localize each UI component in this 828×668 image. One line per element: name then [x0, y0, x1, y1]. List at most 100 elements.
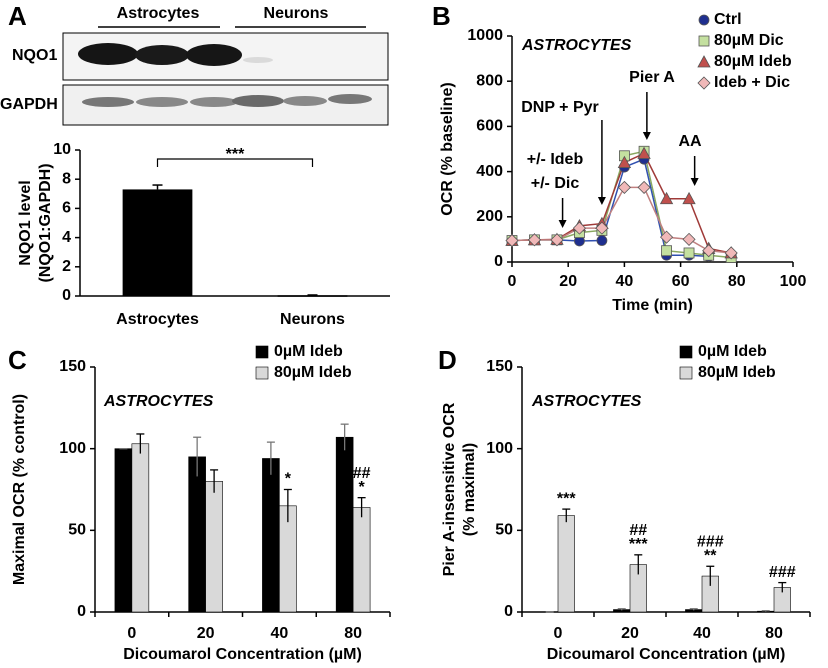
arrow-head	[690, 178, 699, 186]
y-tick-label: 50	[495, 522, 513, 539]
y-tick-label: 100	[59, 440, 86, 457]
band	[232, 95, 284, 107]
marker	[527, 233, 542, 247]
blot-group: Astrocytes	[117, 5, 200, 22]
significance-label: ***	[629, 536, 648, 553]
bar	[277, 295, 348, 297]
band	[190, 97, 238, 107]
legend-marker	[698, 14, 710, 26]
legend-label: Ctrl	[714, 11, 742, 28]
significance-bracket	[156, 158, 314, 167]
y-tick-label: 4	[62, 229, 71, 246]
legend-marker	[698, 35, 710, 47]
x-tick-label: 40	[693, 625, 711, 642]
bar	[122, 189, 193, 296]
x-tick-label: 80	[728, 273, 746, 290]
bar	[114, 448, 133, 613]
y-tick-label: 200	[476, 208, 503, 225]
band	[283, 96, 327, 106]
x-tick-label: 100	[780, 273, 807, 290]
marker	[659, 191, 674, 205]
y-tick-label: 50	[68, 522, 86, 539]
legend-marker	[697, 76, 711, 90]
marker	[617, 180, 631, 194]
injection-label: AA	[678, 133, 702, 150]
panel-letter: B	[432, 1, 451, 31]
y-axis-label: (% maximal)	[461, 443, 478, 536]
y-tick-label: 6	[62, 200, 71, 217]
blot-group: Neurons	[264, 5, 329, 22]
x-tick-label: Neurons	[280, 311, 345, 328]
y-tick-label: 0	[504, 603, 513, 620]
marker	[505, 233, 519, 248]
significance-label: ###	[697, 533, 724, 550]
marker	[596, 235, 608, 246]
panel-letter: C	[8, 345, 27, 375]
panel-letter: D	[438, 345, 457, 375]
bar	[188, 456, 206, 613]
y-axis-label: (NQO1:GAPDH)	[37, 163, 54, 282]
arrow-head	[642, 132, 651, 140]
significance-label: ***	[557, 490, 576, 507]
legend-label: 80µM Ideb	[698, 364, 776, 381]
legend-swatch	[255, 366, 269, 380]
marker	[702, 244, 716, 258]
panel-letter: A	[8, 1, 27, 31]
x-tick-label: 40	[270, 625, 288, 642]
bar	[557, 515, 575, 613]
annotation: ASTROCYTES	[103, 393, 214, 410]
band	[186, 44, 242, 66]
injection-label: +/- Dic	[531, 175, 580, 192]
y-tick-label: 2	[62, 258, 71, 275]
band	[136, 97, 188, 107]
significance-label: *	[285, 471, 292, 488]
y-tick-label: 0	[77, 603, 86, 620]
marker	[661, 245, 672, 257]
y-tick-label: 150	[486, 358, 513, 375]
y-tick-label: 1000	[467, 27, 503, 44]
x-tick-label: Astrocytes	[116, 311, 199, 328]
marker	[724, 246, 738, 260]
band	[82, 97, 134, 107]
injection-label: DNP + Pyr	[521, 99, 599, 116]
legend-marker	[697, 55, 711, 68]
marker	[682, 191, 696, 205]
marker	[572, 221, 587, 235]
y-tick-label: 600	[476, 118, 503, 135]
bar	[131, 443, 150, 613]
x-tick-label: 60	[672, 273, 690, 290]
blot: Astrocytes Neurons NQO1 GAPDH	[0, 5, 389, 126]
arrow-head	[558, 220, 567, 228]
x-tick-label: 20	[197, 625, 215, 642]
y-tick-label: 400	[476, 163, 503, 180]
x-tick-label: 80	[765, 625, 783, 642]
arrow-head	[597, 197, 606, 205]
y-axis-label: Maximal OCR (% control)	[11, 394, 28, 585]
annotation: ASTROCYTES	[531, 393, 642, 410]
marker	[682, 232, 696, 246]
x-tick-label: 20	[559, 273, 577, 290]
bar	[352, 507, 371, 613]
y-axis-label: NQO1 level	[17, 180, 34, 265]
bar	[205, 481, 223, 613]
y-tick-label: 150	[59, 358, 86, 375]
marker	[683, 247, 695, 259]
annotation: ASTROCYTES	[521, 37, 632, 54]
y-tick-label: 100	[486, 440, 513, 457]
series-line	[511, 158, 709, 258]
legend-label: 80µM Ideb	[274, 364, 352, 381]
band	[328, 94, 372, 104]
significance-label: ##	[353, 465, 371, 482]
band	[243, 57, 273, 63]
marker	[617, 155, 632, 168]
significance-label: ##	[629, 522, 647, 539]
band	[135, 45, 189, 65]
x-axis-label: Time (min)	[612, 297, 693, 314]
significance-label: ###	[769, 564, 796, 581]
legend-swatch	[679, 345, 693, 359]
legend-label: Ideb + Dic	[714, 74, 790, 91]
legend-swatch	[679, 366, 693, 380]
significance-label: *	[358, 479, 365, 496]
y-axis-label: OCR (% baseline)	[439, 82, 456, 215]
